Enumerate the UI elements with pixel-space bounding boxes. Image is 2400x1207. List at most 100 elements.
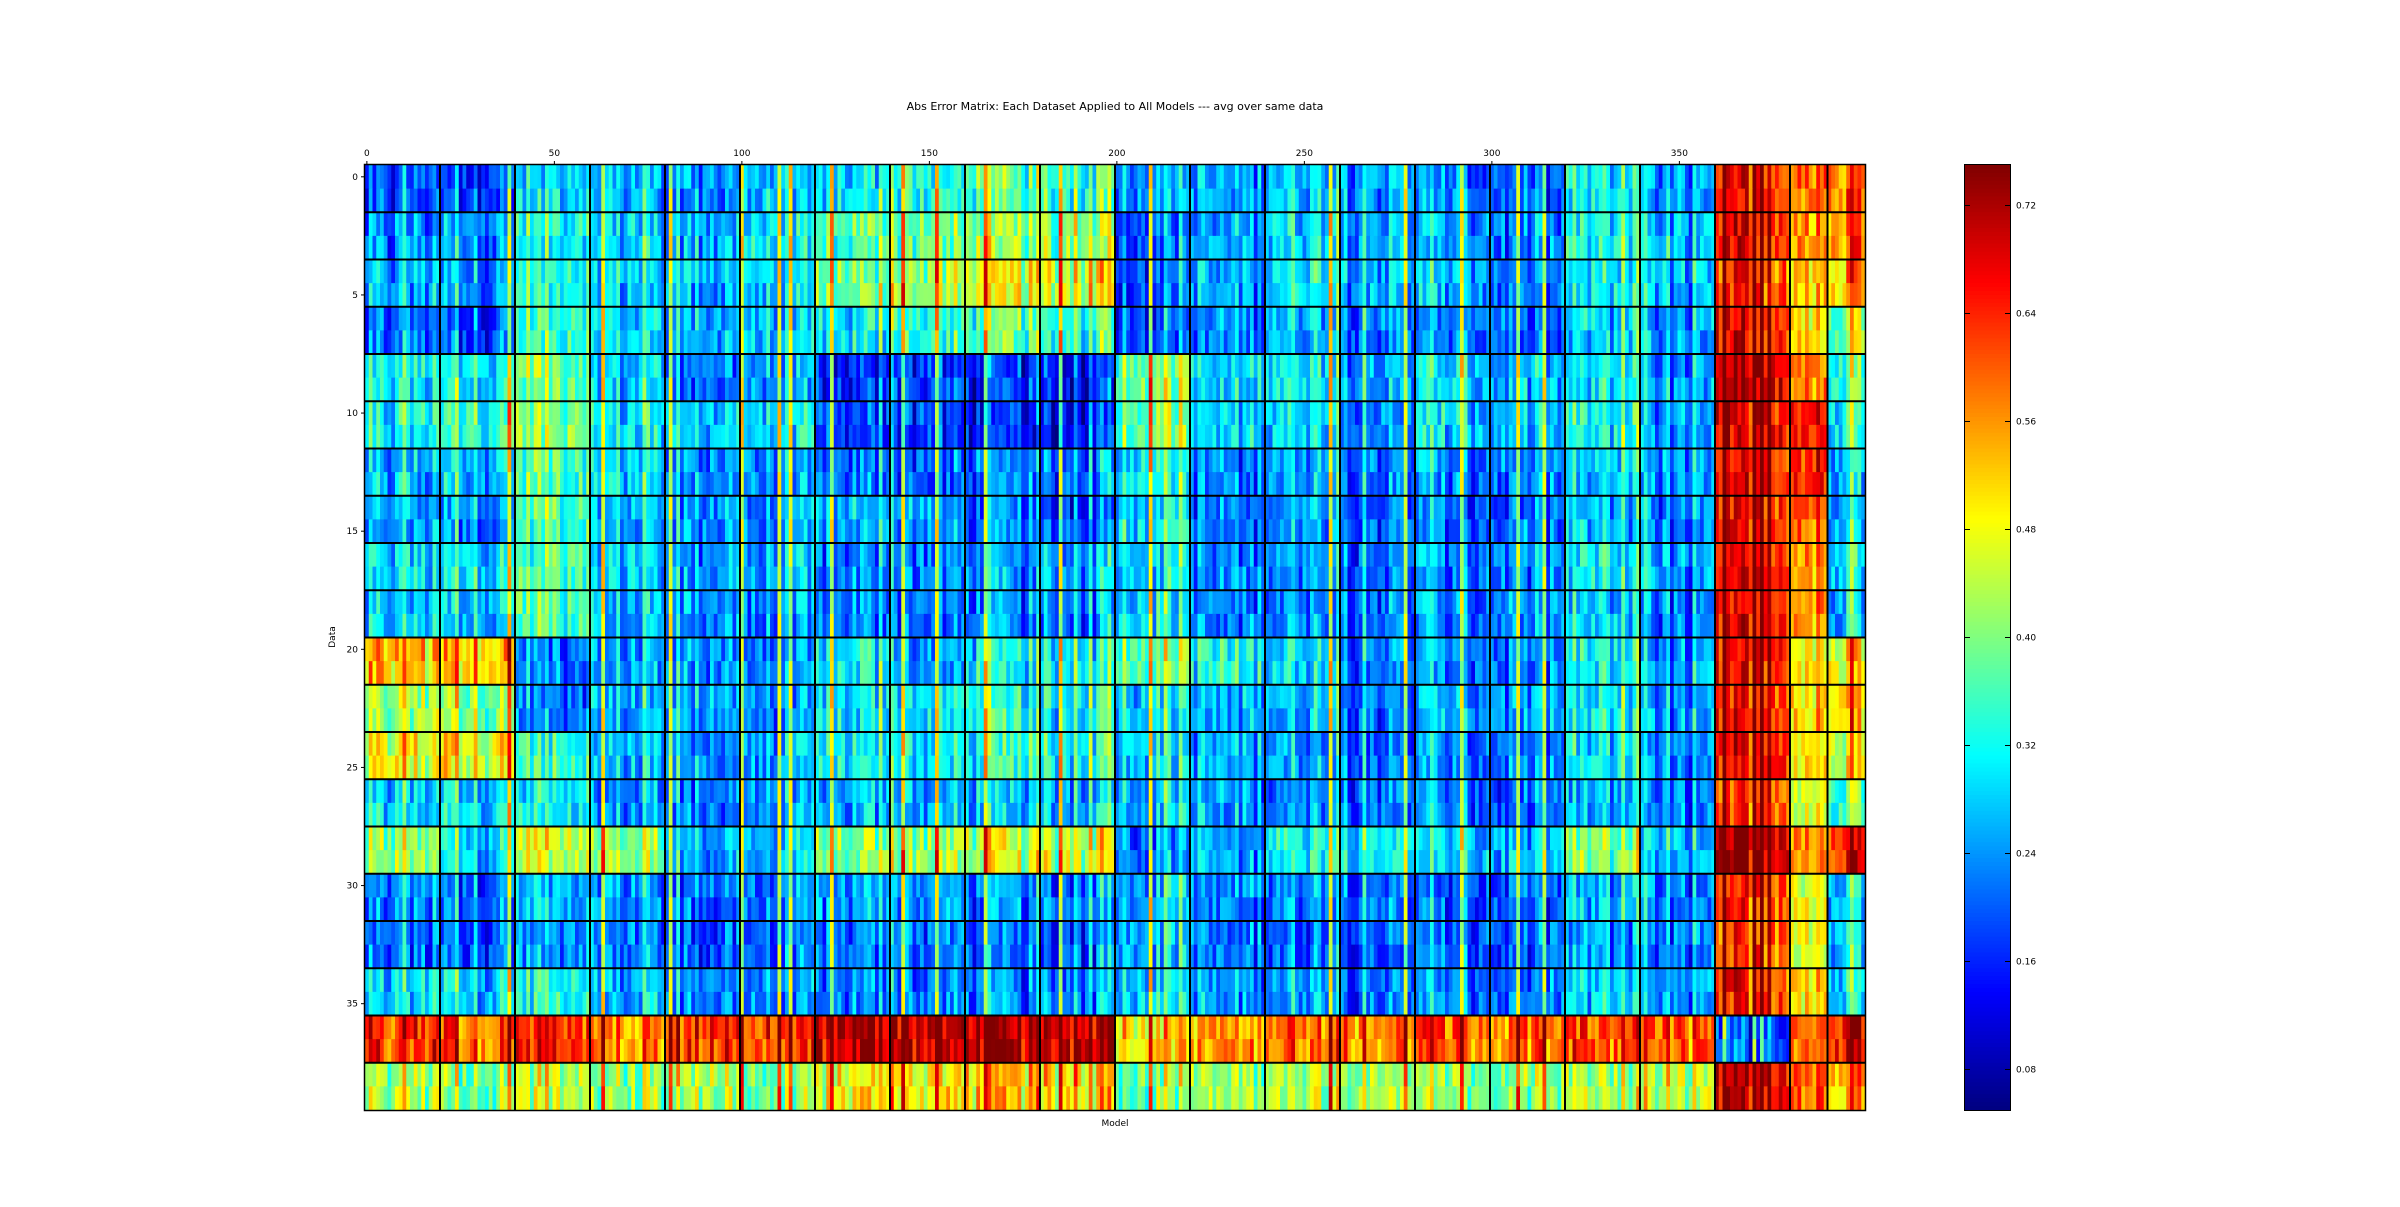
heatmap-cell [1482, 259, 1487, 284]
heatmap-cell [1617, 283, 1622, 308]
heatmap-cell [1178, 401, 1184, 426]
heatmap-cell [507, 448, 512, 473]
heatmap-cell [830, 330, 835, 355]
heatmap-cell [1778, 377, 1784, 402]
heatmap-cell [1756, 212, 1761, 237]
heatmap-cell [1711, 283, 1716, 308]
heatmap-cell [545, 330, 550, 355]
heatmap-cell [1546, 283, 1551, 308]
heatmap-cell [571, 330, 576, 355]
heatmap-cell [1647, 188, 1652, 213]
heatmap-cell [1823, 424, 1829, 450]
heatmap-cell [1373, 306, 1379, 331]
heatmap-cell [387, 330, 392, 355]
heatmap-cell [590, 401, 595, 426]
heatmap-cell [755, 330, 760, 355]
heatmap-cell [680, 448, 685, 473]
heatmap-cell [440, 212, 445, 237]
heatmap-cell [1208, 259, 1214, 284]
heatmap-cell [395, 330, 400, 355]
heatmap-cell [1103, 401, 1109, 426]
heatmap-cell [736, 330, 741, 355]
heatmap-cell [1456, 259, 1461, 284]
heatmap-cell [1748, 259, 1754, 284]
heatmap-cell [1812, 401, 1817, 426]
heatmap-cell [1445, 354, 1450, 379]
heatmap-cell [833, 283, 839, 308]
heatmap-cell [1006, 354, 1011, 379]
heatmap-cell [1366, 424, 1371, 450]
heatmap-cell [983, 165, 989, 190]
heatmap-cell [811, 401, 816, 426]
heatmap-cell [672, 377, 677, 402]
heatmap-cell [927, 401, 932, 426]
heatmap-cell [987, 235, 992, 261]
heatmap-cell [417, 212, 422, 237]
heatmap-cell [818, 165, 824, 190]
heatmap-cell [1422, 283, 1427, 308]
heatmap-cell [1467, 259, 1472, 284]
heatmap-cell [901, 354, 906, 379]
heatmap-cell [417, 448, 422, 473]
heatmap-cell [368, 401, 374, 426]
heatmap-cell [905, 165, 910, 190]
heatmap-cell [1471, 259, 1476, 284]
heatmap-cell [1546, 306, 1551, 331]
heatmap-cell [1632, 212, 1637, 237]
heatmap-cell [1201, 330, 1206, 355]
heatmap-cell [541, 330, 546, 355]
heatmap-cell [983, 306, 989, 331]
heatmap-cell [1726, 330, 1731, 355]
heatmap-cell [1722, 212, 1727, 237]
heatmap-cell [1073, 354, 1079, 379]
heatmap-cell [635, 212, 640, 237]
heatmap-cell [815, 283, 820, 308]
heatmap-cell [1186, 212, 1191, 237]
heatmap-cell [676, 188, 681, 213]
heatmap-cell [1482, 165, 1487, 190]
heatmap-cell [537, 188, 542, 213]
heatmap-cell [1366, 165, 1371, 190]
heatmap-cell [1306, 188, 1311, 213]
heatmap-cell [1696, 235, 1701, 261]
heatmap-cell [1370, 401, 1375, 426]
heatmap-cell [833, 259, 839, 284]
heatmap-cell [665, 165, 670, 190]
heatmap-cell [841, 448, 846, 473]
heatmap-cell [1557, 401, 1562, 426]
heatmap-cell [732, 401, 737, 426]
heatmap-cell [923, 188, 929, 213]
heatmap-cell [1422, 165, 1427, 190]
heatmap-cell [833, 235, 839, 261]
heatmap-cell [1310, 354, 1315, 379]
heatmap-cell [1118, 377, 1124, 402]
heatmap-cell [702, 401, 707, 426]
heatmap-cell [1377, 354, 1382, 379]
heatmap-cell [1100, 188, 1105, 213]
heatmap-cell [586, 283, 591, 308]
heatmap-cell [1561, 354, 1566, 379]
heatmap-cell [623, 212, 629, 237]
heatmap-cell [1647, 354, 1652, 379]
heatmap-cell [500, 188, 505, 213]
heatmap-cell [927, 330, 932, 355]
heatmap-cell [815, 424, 820, 450]
heatmap-cell [395, 259, 400, 284]
heatmap-cell [1550, 401, 1555, 426]
heatmap-cell [1538, 424, 1544, 450]
heatmap-cell [507, 188, 512, 213]
heatmap-cell [871, 377, 876, 402]
heatmap-cell [1550, 306, 1555, 331]
heatmap-cell [1643, 401, 1649, 426]
heatmap-cell [1763, 354, 1769, 379]
heatmap-cell [526, 448, 531, 473]
heatmap-cell [833, 448, 839, 473]
heatmap-cell [1685, 401, 1690, 426]
heatmap-cell [1156, 330, 1161, 355]
heatmap-cell [1276, 283, 1281, 308]
heatmap-cell [1118, 424, 1124, 450]
heatmap-cell [627, 259, 632, 284]
heatmap-cell [706, 188, 711, 213]
heatmap-cell [387, 283, 392, 308]
heatmap-cell [1846, 306, 1851, 331]
